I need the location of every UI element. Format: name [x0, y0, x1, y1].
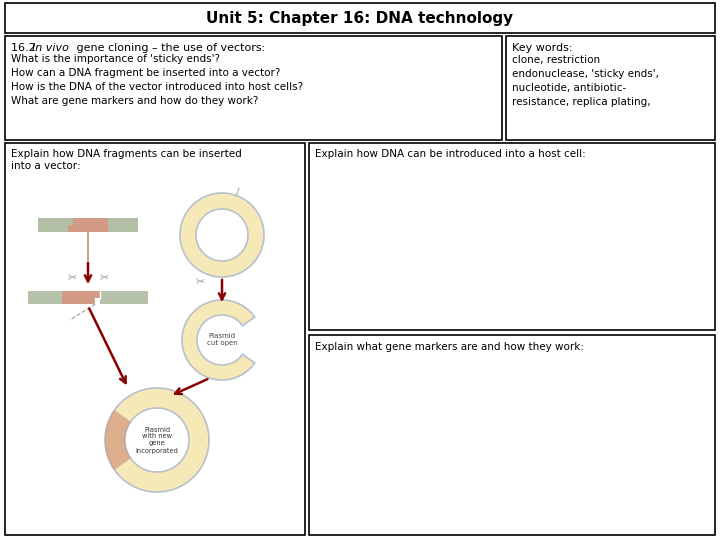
Text: What is the importance of 'sticky ends'?: What is the importance of 'sticky ends'? — [11, 54, 220, 64]
Text: Plasmid
with new
gene
incorporated: Plasmid with new gene incorporated — [135, 427, 179, 454]
Bar — [62, 291, 100, 298]
Bar — [62, 298, 95, 304]
Bar — [38, 218, 73, 225]
Polygon shape — [196, 209, 248, 261]
Polygon shape — [105, 388, 209, 492]
Bar — [506, 36, 715, 140]
Text: endonuclease, 'sticky ends',: endonuclease, 'sticky ends', — [512, 69, 659, 79]
Bar — [100, 291, 148, 304]
Bar — [5, 36, 502, 140]
Text: Key words:: Key words: — [512, 43, 572, 53]
Polygon shape — [182, 300, 255, 380]
Text: Explain how DNA can be introduced into a host cell:: Explain how DNA can be introduced into a… — [315, 149, 586, 159]
Polygon shape — [180, 193, 264, 277]
Text: ✂: ✂ — [67, 273, 77, 283]
Bar — [5, 3, 715, 33]
Text: Plasmid
cut open: Plasmid cut open — [207, 334, 238, 347]
Text: clone, restriction: clone, restriction — [512, 55, 600, 65]
Text: What are gene markers and how do they work?: What are gene markers and how do they wo… — [11, 96, 258, 106]
Text: Unit 5: Chapter 16: DNA technology: Unit 5: Chapter 16: DNA technology — [207, 10, 513, 25]
Bar — [68, 225, 108, 232]
Polygon shape — [125, 408, 189, 472]
Text: How is the DNA of the vector introduced into host cells?: How is the DNA of the vector introduced … — [11, 82, 303, 92]
Bar — [108, 225, 138, 232]
Text: resistance, replica plating,: resistance, replica plating, — [512, 97, 651, 107]
Bar — [38, 225, 68, 232]
Text: In vivo: In vivo — [32, 43, 69, 53]
Polygon shape — [105, 410, 131, 470]
Text: ✂: ✂ — [195, 277, 204, 287]
Text: ✂: ✂ — [99, 273, 109, 283]
Bar — [73, 218, 108, 225]
Text: How can a DNA fragment be inserted into a vector?: How can a DNA fragment be inserted into … — [11, 68, 280, 78]
Bar — [5, 143, 305, 535]
Bar — [309, 143, 715, 330]
Text: Explain what gene markers are and how they work:: Explain what gene markers are and how th… — [315, 342, 584, 352]
Text: 16.2: 16.2 — [11, 43, 40, 53]
Bar — [108, 218, 138, 225]
Bar — [28, 291, 62, 304]
Text: gene cloning – the use of vectors:: gene cloning – the use of vectors: — [73, 43, 265, 53]
Text: Explain how DNA fragments can be inserted
into a vector:: Explain how DNA fragments can be inserte… — [11, 149, 242, 171]
Text: nucleotide, antibiotic-: nucleotide, antibiotic- — [512, 83, 626, 93]
Bar — [309, 335, 715, 535]
